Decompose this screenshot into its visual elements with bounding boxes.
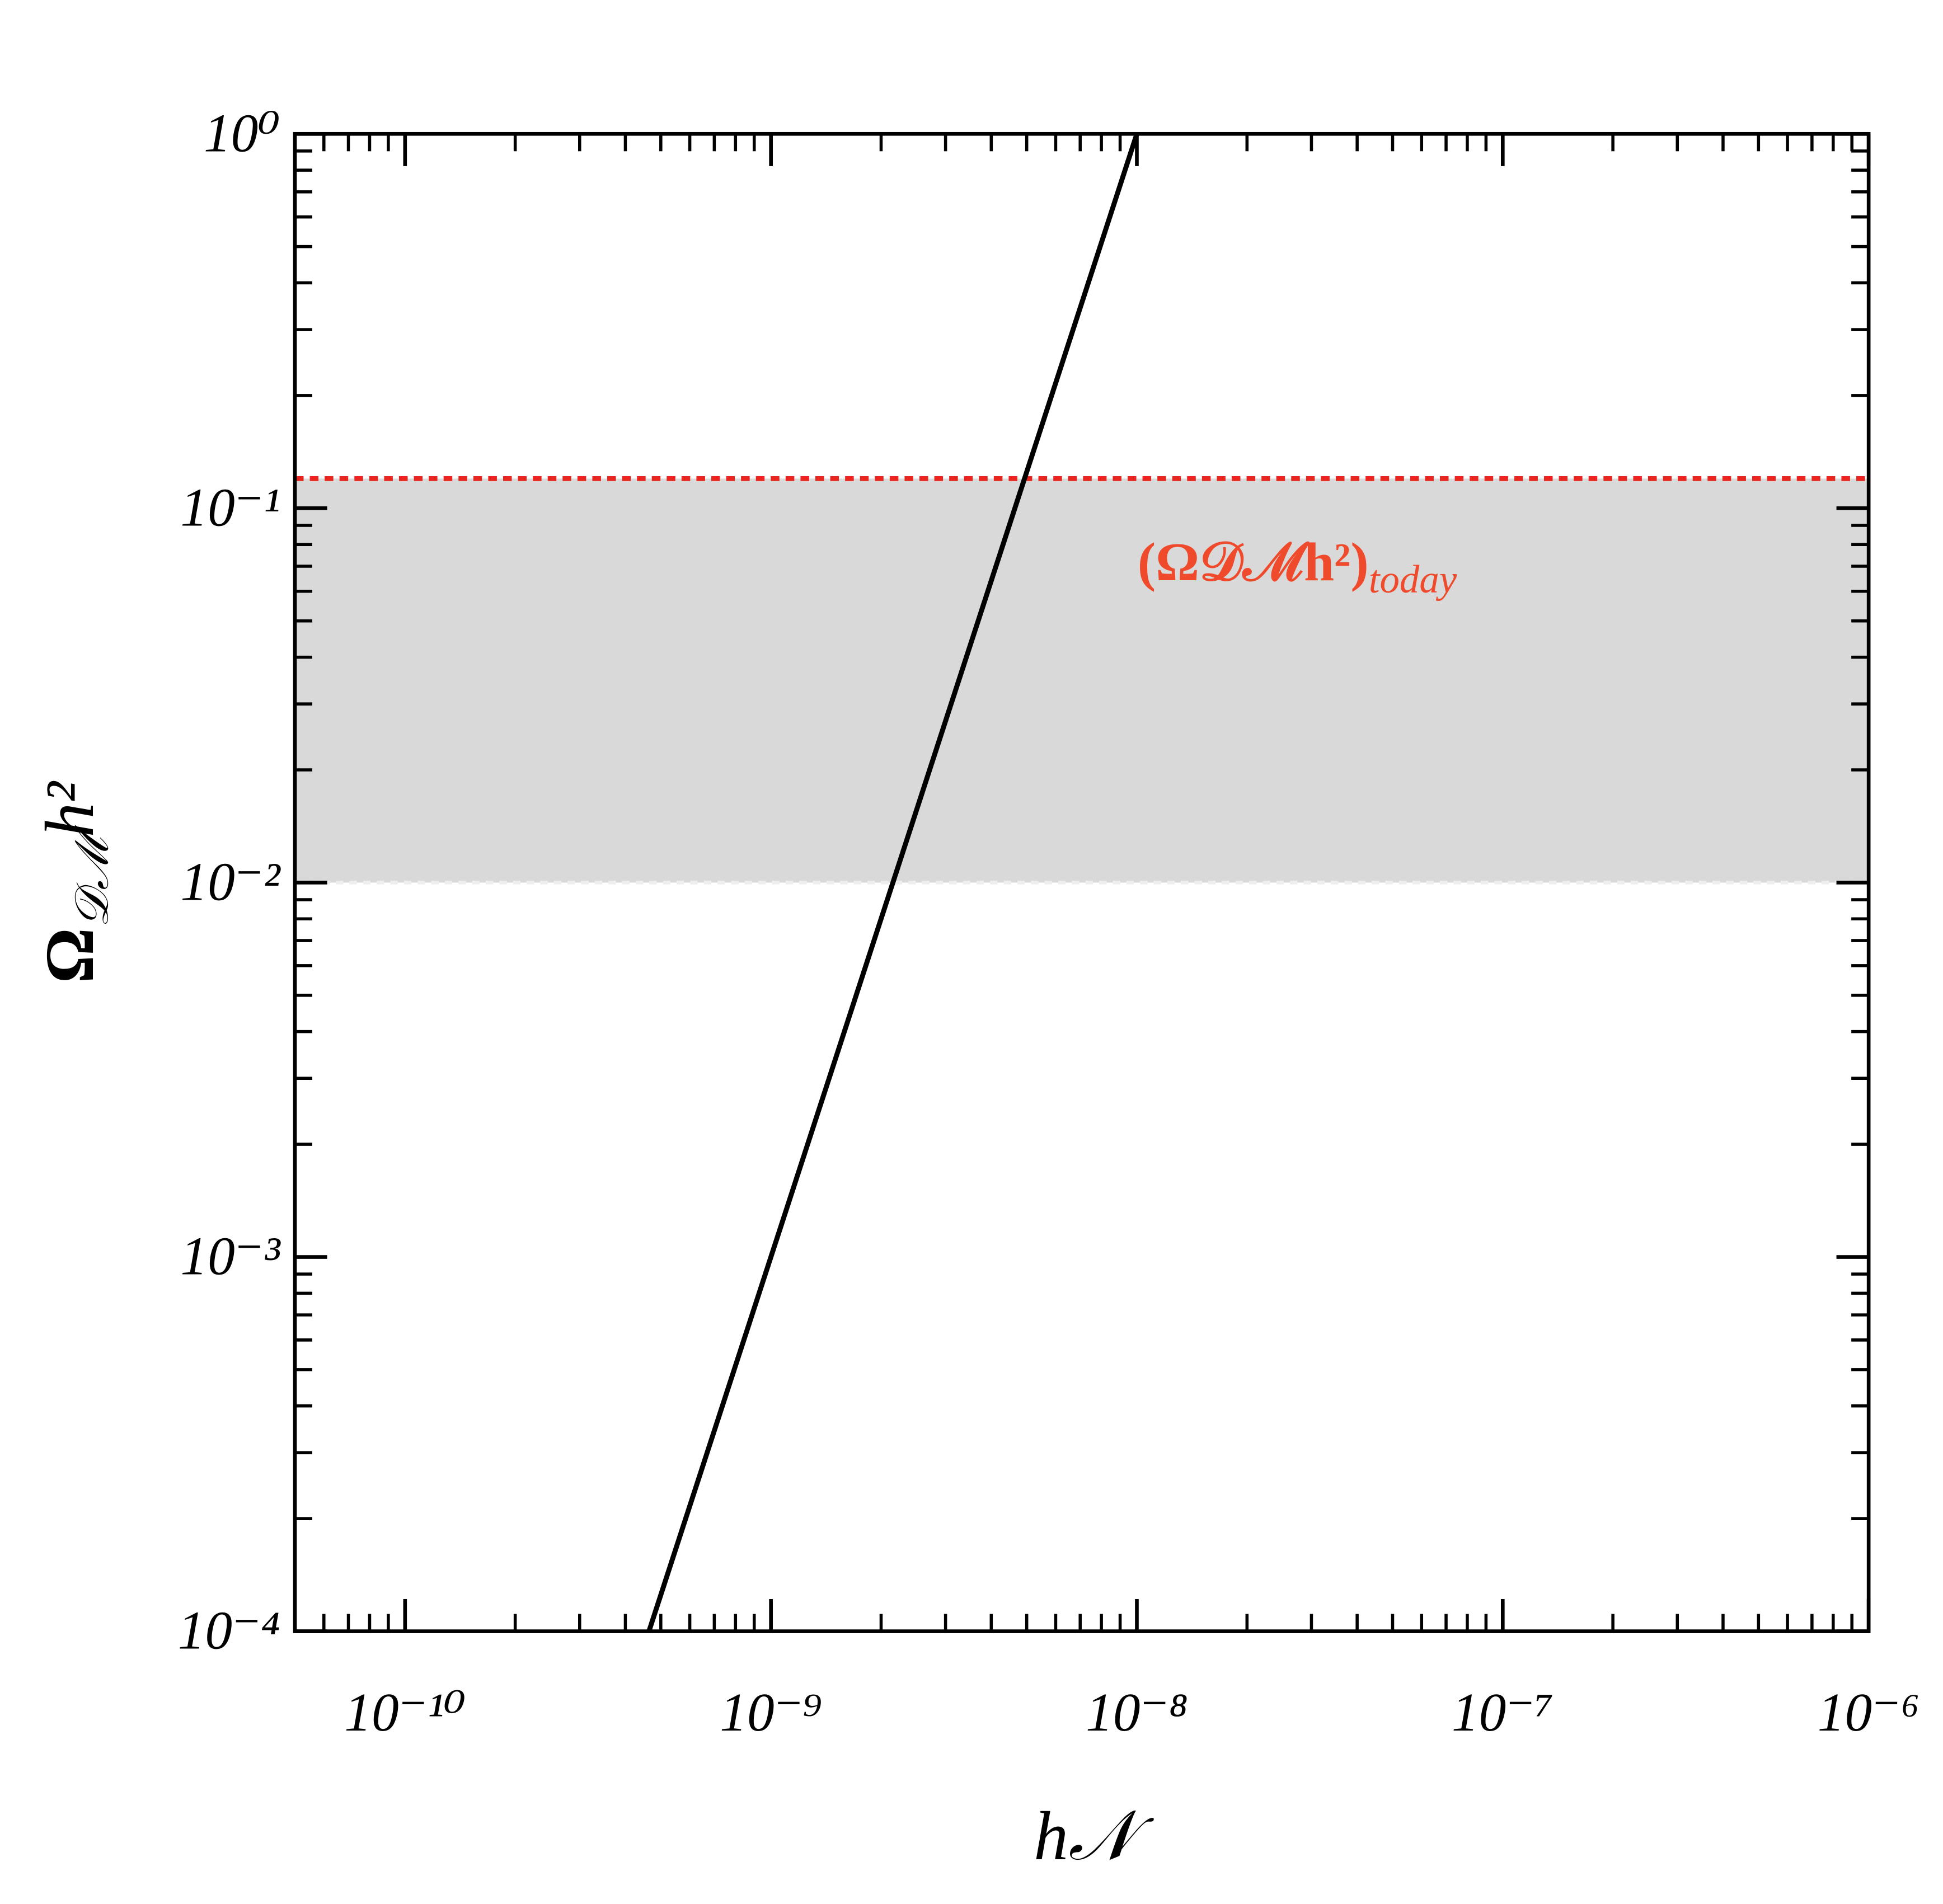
y-tick-label: 10⁻⁴ bbox=[178, 1601, 280, 1661]
x-tick-label: 10⁻¹⁰ bbox=[344, 1682, 466, 1743]
annotation-main: (Ω𝒟ℳh²) bbox=[1138, 532, 1369, 593]
x-tick-label: 10⁻⁹ bbox=[720, 1682, 822, 1743]
band bbox=[295, 478, 1869, 883]
y-tick-label: 10⁻¹ bbox=[180, 477, 280, 538]
y-axis-label: Ω𝒟ℳh² bbox=[31, 781, 119, 984]
data-line bbox=[646, 133, 1139, 1632]
x-tick-label: 10⁻⁸ bbox=[1086, 1682, 1188, 1743]
x-tick-label: 10⁻⁷ bbox=[1452, 1682, 1554, 1743]
y-tick-label: 10⁻² bbox=[180, 852, 281, 912]
y-label-sub: 𝒟ℳ bbox=[67, 825, 119, 928]
y-tick-label: 10⁰ bbox=[204, 103, 280, 163]
y-tick-label: 10⁻³ bbox=[180, 1226, 281, 1287]
x-tick-label: 10⁻⁶ bbox=[1818, 1682, 1920, 1743]
y-label-tail: h² bbox=[31, 781, 108, 838]
x-axis-label: h𝒩 bbox=[1034, 1797, 1154, 1874]
annotation-sub: today bbox=[1369, 558, 1457, 601]
y-label-main: Ω bbox=[31, 928, 108, 983]
annotation: (Ω𝒟ℳh²)today bbox=[1138, 532, 1457, 601]
plot-layer bbox=[295, 476, 1869, 885]
